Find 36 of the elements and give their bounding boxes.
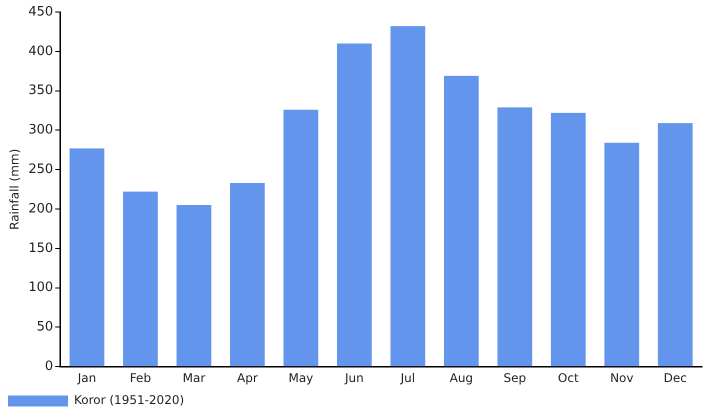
bar — [390, 26, 426, 366]
y-tick-label: 200 — [28, 201, 54, 216]
y-tick-label: 250 — [28, 162, 54, 177]
bar — [444, 76, 479, 366]
y-tick-label: 300 — [28, 122, 54, 138]
bar — [497, 107, 532, 366]
x-tick-label: Mar — [182, 370, 206, 385]
y-tick-label: 100 — [28, 280, 54, 296]
bar — [284, 110, 318, 366]
x-tick-label: Dec — [664, 370, 687, 385]
x-tick-label: Feb — [130, 370, 152, 385]
y-tick-label: 400 — [28, 44, 54, 59]
x-tick-label: Aug — [450, 370, 474, 385]
x-tick-label: Oct — [558, 370, 579, 385]
x-tick-label: Apr — [237, 370, 258, 385]
bar — [176, 205, 212, 366]
bar — [550, 112, 586, 366]
x-tick-label: Jan — [76, 370, 96, 385]
x-tick-label: Sep — [504, 370, 526, 385]
y-tick-label: 0 — [44, 358, 54, 374]
y-tick-label: 150 — [28, 240, 54, 256]
y-tick-label: 350 — [28, 83, 54, 98]
x-tick-label: Jun — [344, 370, 364, 385]
bar — [70, 148, 104, 366]
x-tick-label: May — [288, 370, 314, 385]
bar — [230, 182, 265, 366]
bar — [604, 142, 640, 366]
legend-label: Koror (1951-2020) — [74, 393, 184, 408]
bar — [123, 192, 158, 366]
x-tick-label: Jul — [400, 370, 416, 385]
x-tick-label: Nov — [610, 370, 634, 385]
y-tick-label: 50 — [36, 320, 54, 335]
bar — [658, 123, 693, 366]
bar — [336, 44, 372, 366]
y-axis-title: Rainfall (mm) — [7, 148, 22, 230]
y-tick-label: 450 — [28, 4, 54, 20]
